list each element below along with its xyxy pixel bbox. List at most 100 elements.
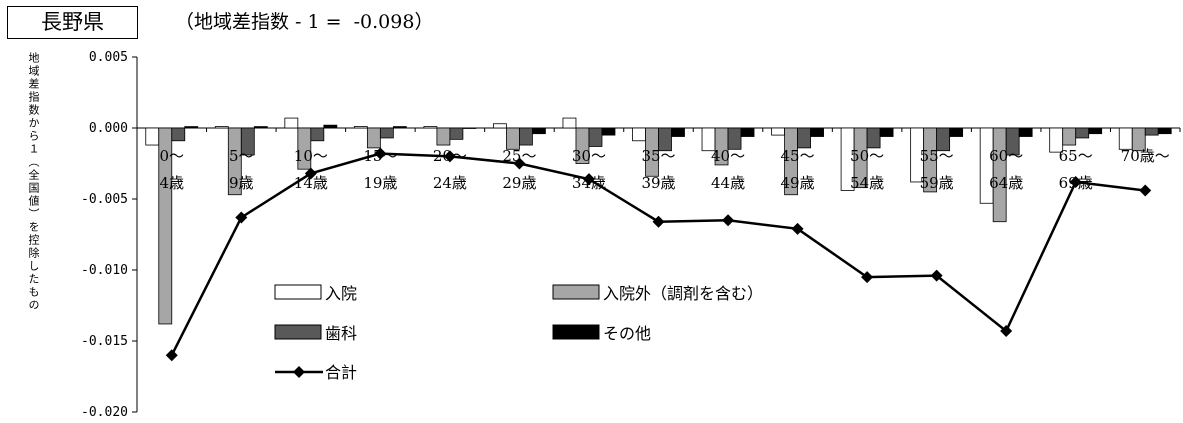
legend-label: 入院外（調剤を含む） <box>603 284 763 303</box>
category-label-top: 10～ <box>294 147 328 165</box>
bar-3-2 <box>323 124 338 129</box>
bar-3-10 <box>879 127 894 137</box>
category-label-top: 45～ <box>781 147 815 165</box>
bar-3-0 <box>184 126 199 129</box>
axes: 0.005 0.000 -0.005 -0.010 -0.015 -0.020 <box>81 50 1181 420</box>
bar-2-0 <box>171 127 186 142</box>
bar-0-6 <box>562 117 577 129</box>
bar-2-12 <box>1005 127 1020 156</box>
bar-3-11 <box>949 127 964 137</box>
category-label-bottom: 34歳 <box>572 174 606 192</box>
category-label-bottom: 24歳 <box>433 174 467 192</box>
category-label-top: 50～ <box>850 147 884 165</box>
category-label-bottom: 14歳 <box>294 174 328 192</box>
category-label-top: 70歳～ <box>1121 147 1170 165</box>
total-point-3 <box>374 147 387 160</box>
bar-2-14 <box>1144 127 1159 136</box>
category-label-bottom: 54歳 <box>850 174 884 192</box>
bar-2-13 <box>1075 127 1090 139</box>
category-label-bottom: 9歳 <box>229 174 254 192</box>
category-label-bottom: 4歳 <box>159 174 184 192</box>
category-label-bottom: 59歳 <box>920 174 954 192</box>
total-point-13 <box>1069 175 1082 188</box>
bar-2-4 <box>449 127 464 140</box>
category-label-top: 30～ <box>572 147 606 165</box>
bar-1-13 <box>1062 127 1077 146</box>
bar-3-9 <box>810 127 824 137</box>
legend-label: 合計 <box>325 363 357 382</box>
bar-3-12 <box>1018 127 1033 137</box>
bar-0-0 <box>145 127 160 146</box>
y-tick-label: -0.010 <box>81 263 128 278</box>
total-point-14 <box>1139 184 1152 197</box>
bar-2-10 <box>866 127 881 149</box>
bar-2-1 <box>240 127 255 156</box>
legend-marker <box>293 366 305 378</box>
category-label-bottom: 19歳 <box>363 174 397 192</box>
bar-3-3 <box>392 126 407 129</box>
bar-1-14 <box>1131 127 1146 152</box>
bar-2-11 <box>936 127 951 152</box>
y-tick-label: 0.005 <box>89 50 128 65</box>
bar-3-6 <box>601 127 616 136</box>
bar-1-7 <box>645 127 659 177</box>
category-label-bottom: 39歳 <box>641 174 675 192</box>
bar-3-13 <box>1088 127 1103 135</box>
category-label-bottom: 29歳 <box>502 174 536 192</box>
category-label-top: 35～ <box>641 147 675 165</box>
bar-1-10 <box>853 127 868 189</box>
bar-0-5 <box>493 123 507 129</box>
bar-0-4 <box>423 126 438 129</box>
bar-0-1 <box>214 126 229 129</box>
category-label-top: 5～ <box>229 147 254 165</box>
bar-2-2 <box>310 127 325 142</box>
category-label-bottom: 69歳 <box>1059 174 1093 192</box>
category-label-top: 55～ <box>920 147 954 165</box>
total-point-11 <box>930 269 943 282</box>
legend-swatch <box>274 324 322 340</box>
total-point-2 <box>304 167 317 180</box>
bar-2-7 <box>658 127 672 152</box>
y-tick-label: -0.015 <box>81 334 128 349</box>
legend-swatch <box>552 324 600 340</box>
bar-1-3 <box>366 127 381 149</box>
legend-item-2: 歯科 <box>274 324 357 343</box>
bar-1-0 <box>158 127 173 325</box>
bar-1-4 <box>436 127 451 146</box>
total-point-4 <box>443 150 456 163</box>
bar-0-9 <box>771 127 785 136</box>
category-label-top: 20～ <box>433 147 467 165</box>
legend-item-4: 合計 <box>275 363 357 382</box>
total-point-7 <box>652 215 665 228</box>
legend-item-1: 入院外（調剤を含む） <box>552 284 763 303</box>
total-point-1 <box>235 211 248 224</box>
legend-swatch <box>274 284 322 300</box>
legend-item-0: 入院 <box>274 284 357 303</box>
bar-3-1 <box>253 126 268 129</box>
y-tick-label: -0.005 <box>81 192 128 207</box>
prefecture-label: 長野県 <box>7 6 138 39</box>
bar-3-7 <box>671 127 685 137</box>
bar-3-4 <box>462 127 477 129</box>
category-label-bottom: 64歳 <box>989 174 1023 192</box>
legend-label: 入院 <box>325 284 357 303</box>
bar-1-9 <box>784 127 798 196</box>
bar-3-14 <box>1157 127 1172 135</box>
legend-label: その他 <box>603 324 651 343</box>
total-point-5 <box>513 157 526 170</box>
category-labels: 0～ 4歳 5～ 9歳 10～ 14歳 15～ 19歳 20～ 24歳 25～ 29歳 30～ 34歳 35… <box>159 147 1169 192</box>
category-label-top: 25～ <box>502 147 536 165</box>
legend-label: 歯科 <box>325 324 357 343</box>
y-tick-label: -0.020 <box>81 405 128 420</box>
bar-1-12 <box>992 127 1007 223</box>
category-label-top: 40～ <box>711 147 745 165</box>
category-label-bottom: 44歳 <box>711 174 745 192</box>
legend-swatch <box>552 284 600 300</box>
bar-series <box>145 117 1172 325</box>
bar-1-11 <box>923 127 938 193</box>
bar-3-8 <box>740 127 755 137</box>
category-label-top: 15～ <box>363 147 397 165</box>
category-label-top: 60～ <box>989 147 1023 165</box>
bar-1-1 <box>227 127 242 196</box>
